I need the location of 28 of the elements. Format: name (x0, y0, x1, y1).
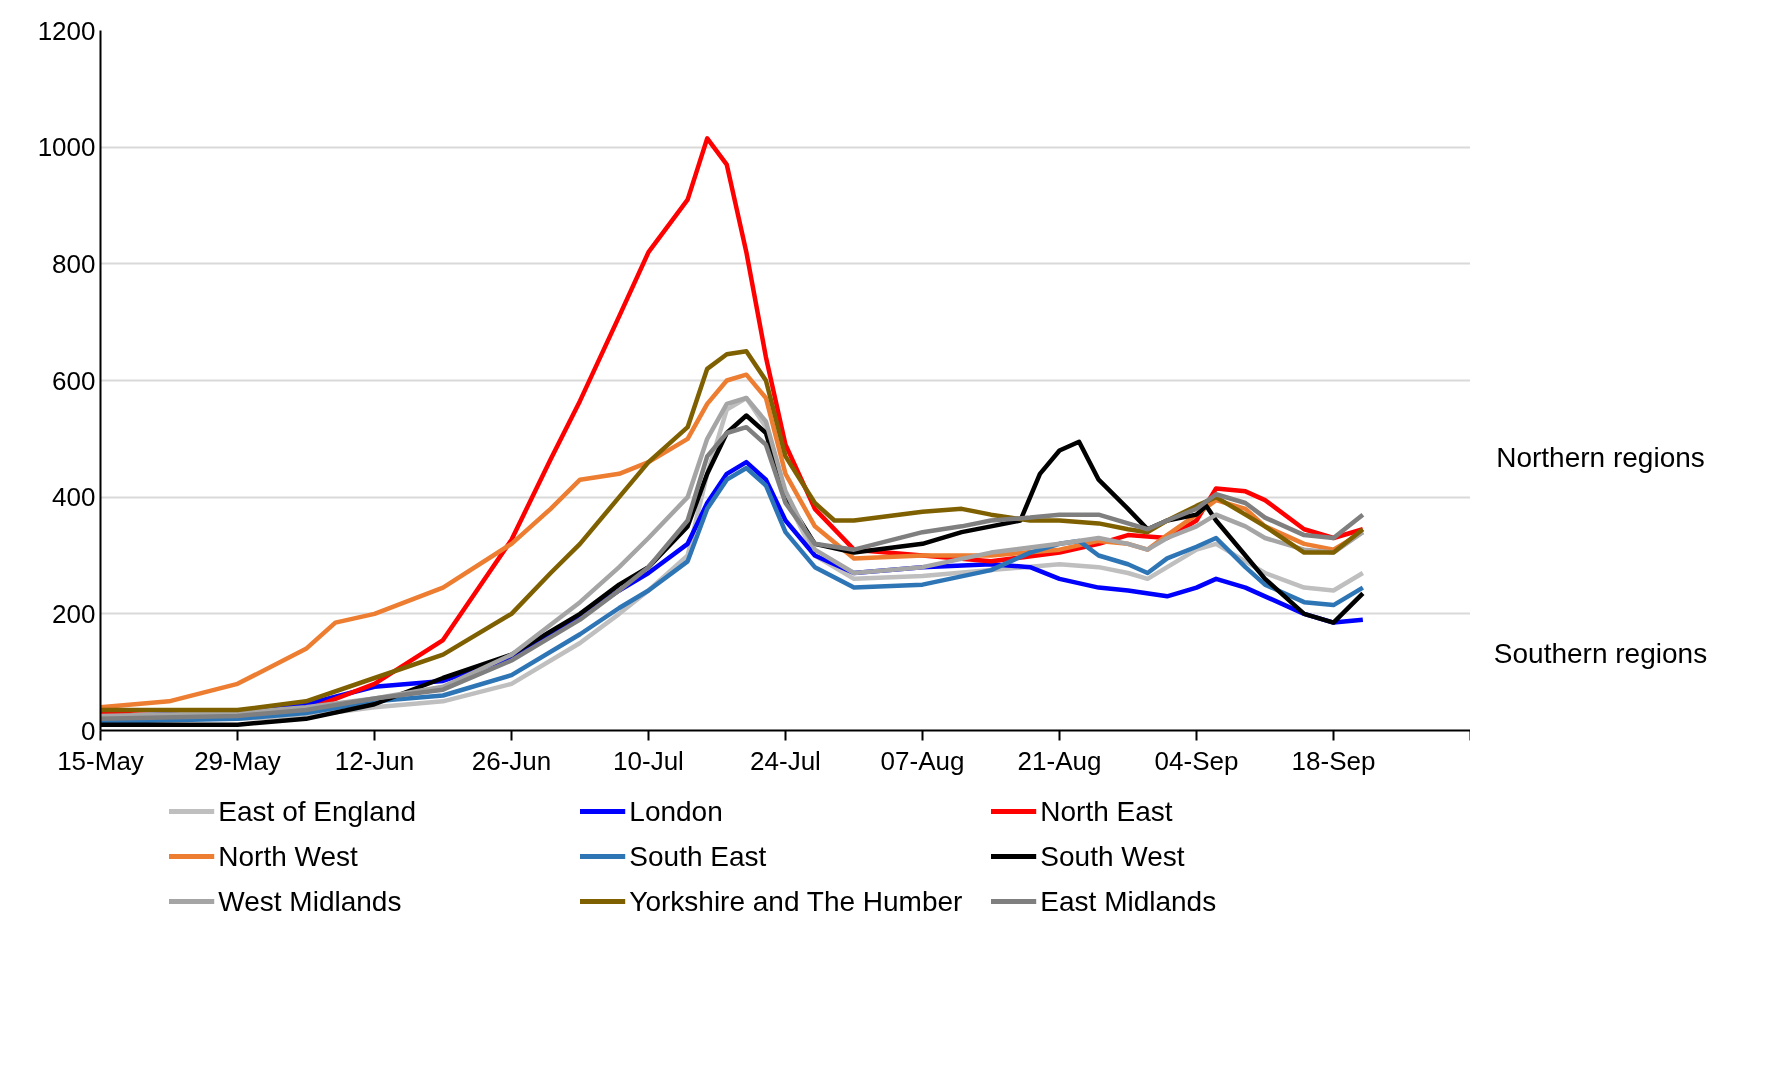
y-tick-label: 1200 (37, 15, 96, 46)
x-tick-label: 07-Aug (880, 745, 965, 776)
text: Northern regions (1496, 442, 1705, 473)
x-tick-label: 15-May (57, 745, 144, 776)
x-tick-label: 24-Jul (750, 745, 821, 776)
legend-label: West Midlands (218, 886, 402, 917)
x-tick-label: 21-Aug (1017, 745, 1102, 776)
y-tick-label: 400 (52, 482, 96, 513)
y-tick-label: 800 (52, 248, 96, 279)
x-tick-label: 04-Sep (1154, 745, 1239, 776)
x-tick-label: 26-Jun (471, 745, 552, 776)
y-tick-label: 0 (81, 715, 96, 746)
y-tick-label: 200 (52, 598, 96, 629)
legend-label: East of England (218, 796, 417, 827)
y-tick-label: 600 (52, 365, 96, 396)
legend-label: London (629, 796, 723, 827)
y-tick-label: 1000 (37, 132, 96, 163)
x-tick-label: 10-Jul (613, 745, 684, 776)
legend-label: East Midlands (1040, 886, 1217, 917)
legend-label: North West (218, 841, 359, 872)
legend-label: South West (1040, 841, 1185, 872)
x-tick-label: 29-May (194, 745, 281, 776)
legend-label: North East (1040, 796, 1173, 827)
text: Southern regions (1493, 638, 1708, 669)
x-tick-label: 18-Sep (1291, 745, 1376, 776)
legend-label: Yorkshire and The Humber (629, 886, 963, 917)
legend-label: South East (629, 841, 767, 872)
x-tick-label: 12-Jun (334, 745, 415, 776)
